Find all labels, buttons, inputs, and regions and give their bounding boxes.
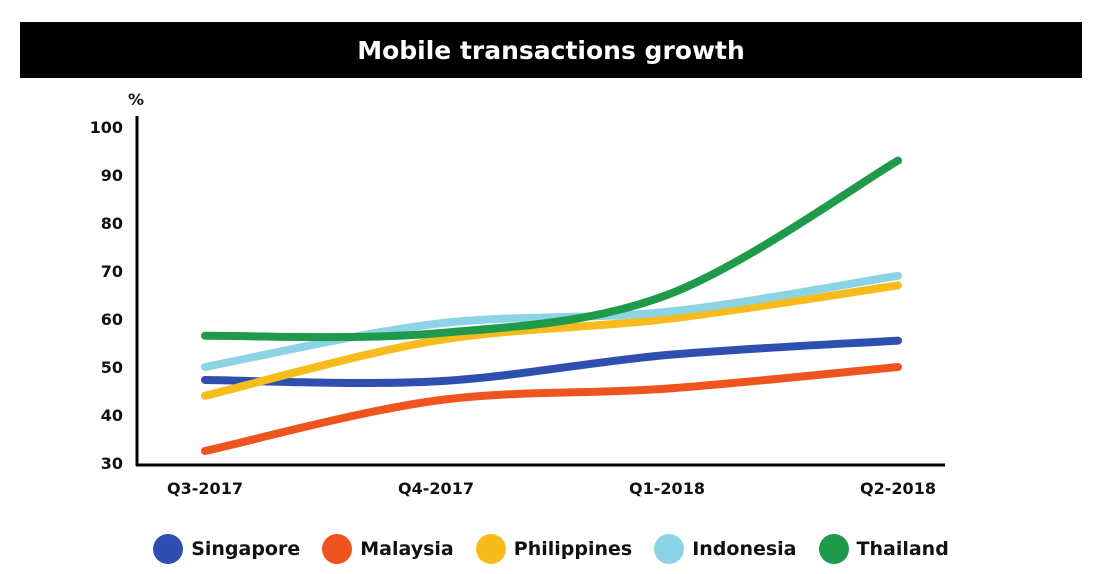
legend-item-indonesia: Indonesia <box>654 534 797 564</box>
x-tick-label: Q2-2018 <box>860 479 936 498</box>
legend-label: Singapore <box>191 538 301 560</box>
series-line-malaysia <box>201 363 902 455</box>
y-tick-label: 30 <box>101 454 123 473</box>
y-tick-label: 40 <box>101 406 123 425</box>
legend-item-thailand: Thailand <box>818 534 949 564</box>
y-tick-label: 50 <box>101 358 123 377</box>
x-tick-label: Q1-2018 <box>629 479 705 498</box>
y-tick-label: 60 <box>101 310 123 329</box>
y-tick-label: 80 <box>101 214 123 233</box>
y-tick-label: 70 <box>101 262 123 281</box>
x-tick-label: Q4-2017 <box>398 479 474 498</box>
legend-swatch <box>153 534 184 564</box>
legend-swatch <box>322 534 353 564</box>
legend-label: Philippines <box>513 538 633 560</box>
series-line-indonesia <box>201 271 902 371</box>
chart-title: Mobile transactions growth <box>20 22 1082 78</box>
series-line-thailand <box>201 156 902 342</box>
legend-label: Indonesia <box>692 538 797 560</box>
y-tick-label: 90 <box>101 166 123 185</box>
y-axis-label: % <box>128 90 144 109</box>
series-line-singapore <box>201 336 902 387</box>
x-tick-label: Q3-2017 <box>167 479 243 498</box>
legend-swatch <box>475 534 506 564</box>
legend-item-philippines: Philippines <box>475 534 633 564</box>
legend-label: Thailand <box>856 538 949 560</box>
legend-label: Malaysia <box>360 538 454 560</box>
legend-item-malaysia: Malaysia <box>322 534 454 564</box>
legend-item-singapore: Singapore <box>153 534 300 564</box>
legend-swatch <box>818 534 849 564</box>
legend-swatch <box>654 534 685 564</box>
y-tick-label: 100 <box>90 118 123 137</box>
legend: Singapore Malaysia Philippines Indonesia Tha… <box>0 534 1102 564</box>
series-line-philippines <box>201 281 902 400</box>
